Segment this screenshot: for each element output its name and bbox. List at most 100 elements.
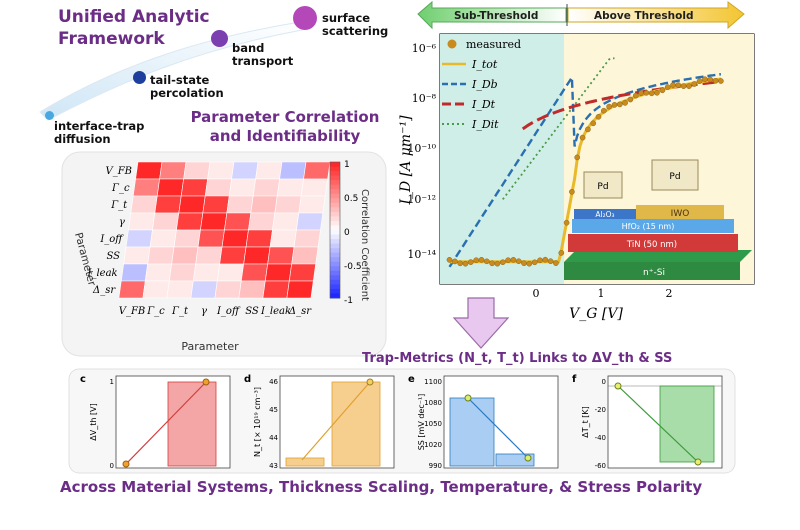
panel-tick: 1100 bbox=[424, 378, 442, 386]
measured-point bbox=[500, 259, 506, 266]
measured-point bbox=[611, 102, 618, 108]
colorbar-tick: -1 bbox=[344, 296, 353, 306]
heatmap-cell bbox=[293, 229, 321, 248]
heatmap-cell bbox=[142, 280, 170, 299]
measured-point bbox=[606, 103, 612, 110]
heatmap-cell bbox=[147, 246, 175, 265]
heatmap-cell bbox=[269, 229, 297, 248]
iv-ytick-3: 10⁻¹⁰ bbox=[407, 142, 436, 155]
heatmap-cell bbox=[291, 246, 319, 265]
measured-point bbox=[558, 250, 565, 256]
legend-measured-marker bbox=[447, 39, 457, 49]
trap-metrics-caption: Trap-Metrics (N_t, T_t) Links to ΔV_th &… bbox=[362, 351, 673, 366]
heatmap-cell bbox=[123, 246, 151, 265]
panel-d: dN_t [× 10¹⁹ cm⁻³] 46 45 44 43 bbox=[244, 374, 395, 470]
measured-point bbox=[712, 78, 719, 84]
device-stack: n⁺-Si TiN (50 nm) HfO₂ (15 nm) Al₂O₃ IWO… bbox=[564, 159, 752, 280]
heatmap-col-label: Γ_c bbox=[146, 306, 165, 317]
measured-point bbox=[531, 259, 538, 266]
heatmap-cell bbox=[130, 195, 158, 214]
stage-dot-tail-state bbox=[133, 71, 146, 84]
heatmap-cell bbox=[243, 246, 271, 265]
measured-point bbox=[489, 260, 495, 267]
sub-threshold-label: Sub-Threshold bbox=[454, 10, 538, 22]
bottom-caption: Across Material Systems, Thickness Scali… bbox=[60, 478, 703, 496]
iv-ylabel: I_D [A μm⁻¹] bbox=[398, 115, 414, 206]
measured-point bbox=[457, 260, 463, 267]
iv-curves bbox=[446, 57, 724, 268]
heatmap-cell bbox=[204, 178, 232, 197]
heatmap-cell bbox=[228, 178, 256, 197]
heatmap-cell bbox=[197, 229, 225, 248]
measured-point bbox=[718, 78, 724, 84]
measured-point bbox=[659, 87, 666, 94]
heatmap-cell bbox=[224, 212, 252, 231]
heatmap-cell bbox=[245, 229, 273, 248]
iv-ytick-5: 10⁻¹⁴ bbox=[407, 248, 436, 261]
iv-xtick-0: 0 bbox=[533, 287, 540, 300]
framework-title-line2: Framework bbox=[58, 29, 165, 49]
framework-title: Unified Analytic Framework bbox=[58, 6, 210, 50]
panel-letter: e bbox=[408, 374, 415, 385]
gate-label: TiN (50 nm) bbox=[626, 240, 677, 250]
colorbar-tick: 1 bbox=[344, 160, 350, 170]
curve-tot bbox=[449, 77, 722, 264]
measured-point bbox=[643, 90, 650, 96]
framework-title-line1: Unified Analytic bbox=[58, 7, 210, 27]
measured-point bbox=[569, 188, 575, 195]
measured-point bbox=[680, 83, 687, 89]
heatmap-cell bbox=[183, 161, 211, 180]
heatmap-col-label: Γ_t bbox=[171, 306, 189, 317]
contact-right bbox=[651, 159, 699, 191]
substrate-layer bbox=[564, 262, 740, 280]
measured-point bbox=[446, 256, 453, 263]
heatmap-cell bbox=[149, 229, 177, 248]
iv-xtick-2: 2 bbox=[666, 287, 673, 300]
colorbar-tick: 0 bbox=[344, 228, 350, 238]
heatmap-cell bbox=[286, 280, 314, 299]
heatmap-cell bbox=[144, 263, 173, 282]
panel-tick: 46 bbox=[269, 378, 278, 386]
legend-tot: I_tot bbox=[471, 58, 498, 71]
heatmap-cell bbox=[195, 246, 223, 265]
heatmap-cell bbox=[288, 263, 317, 282]
heatmap-cell bbox=[272, 212, 300, 231]
heatmap-row-label: V_FB bbox=[105, 166, 132, 177]
heatmap-cell bbox=[298, 195, 326, 214]
measured-point bbox=[452, 258, 458, 265]
heatmap-cell bbox=[202, 195, 230, 214]
iv-xtick-1: 1 bbox=[598, 287, 605, 300]
measured-point bbox=[622, 100, 628, 106]
above-threshold-label: Above Threshold bbox=[594, 10, 693, 22]
measured-point bbox=[627, 96, 634, 103]
measured-point bbox=[563, 219, 570, 226]
measured-point bbox=[521, 260, 527, 267]
measured-point bbox=[595, 114, 602, 120]
heatmap-cell bbox=[221, 229, 249, 248]
panel-tick: 45 bbox=[269, 406, 278, 414]
heatmap-cell bbox=[166, 280, 194, 299]
measured-point bbox=[600, 107, 607, 114]
heatmap-cell bbox=[207, 161, 235, 180]
heatmap-cell bbox=[303, 161, 331, 180]
iv-xlabel: V_G [V] bbox=[569, 306, 623, 322]
measured-point bbox=[707, 76, 714, 83]
stage-dot-surface bbox=[293, 6, 317, 30]
panel-tick: -20 bbox=[595, 406, 606, 414]
substrate-label: n⁺-Si bbox=[643, 268, 665, 278]
panel-tick: 1 bbox=[110, 378, 114, 386]
panel-e: eSS [mV dec⁻¹] 1100 1080 1050 1020 990 bbox=[408, 374, 559, 470]
heatmap-cell bbox=[180, 178, 208, 197]
measured-point bbox=[654, 90, 660, 96]
heatmap-cell bbox=[240, 263, 269, 282]
contact-right-label: Pd bbox=[669, 172, 680, 182]
measured-point bbox=[686, 83, 692, 89]
heatmap-cell bbox=[248, 212, 276, 231]
correlation-x-axis-label: Parameter bbox=[181, 340, 239, 353]
heatmap-row-label: I_off bbox=[99, 234, 124, 245]
heatmap-cell bbox=[300, 178, 328, 197]
correlation-panel: 10.50-0.5-1 Parameter Parameter Correlat… bbox=[61, 151, 387, 357]
heatmap-cell bbox=[250, 195, 278, 214]
measured-point bbox=[515, 258, 522, 265]
measured-point bbox=[505, 257, 511, 264]
